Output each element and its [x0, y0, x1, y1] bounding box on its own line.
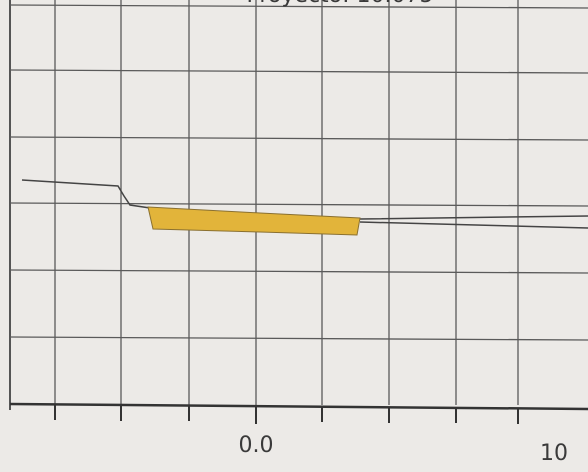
grid-line [9, 202, 588, 207]
x-tick-label: 0.0 [239, 433, 274, 458]
axis-ticks [54, 404, 519, 424]
grid [9, 0, 588, 405]
x-axis [9, 402, 588, 411]
design-line [359, 221, 588, 229]
grid-line [9, 336, 588, 341]
x-tick-label: 10 [540, 441, 568, 466]
grid-line [9, 269, 588, 274]
grid-line [9, 4, 588, 9]
grid-line [9, 136, 588, 141]
cut-area [147, 206, 361, 236]
title: Proyecto: 10.075 [246, 0, 433, 8]
grid-line [9, 69, 588, 74]
